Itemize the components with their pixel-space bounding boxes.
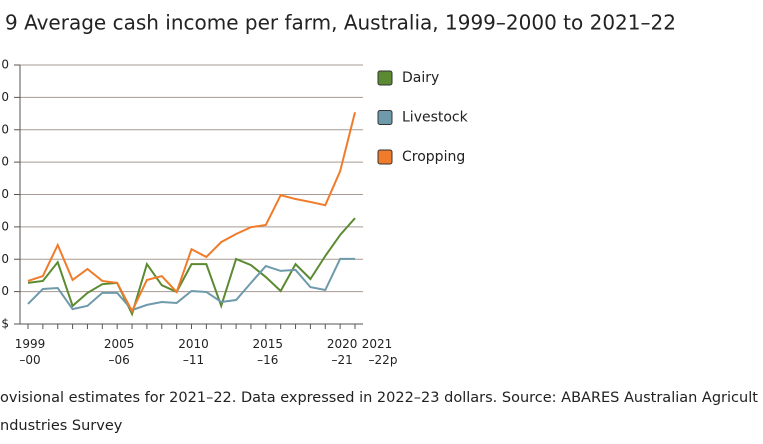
x-tick-label-line: 2005 xyxy=(104,337,135,351)
y-tick-label: $ xyxy=(1,317,9,331)
x-tick-label-line: 1999 xyxy=(15,337,46,351)
y-tick-label: 0 xyxy=(1,219,9,233)
y-tick-label: 0 xyxy=(1,284,9,298)
x-tick-label-line: –21 xyxy=(331,353,352,367)
legend-label: Livestock xyxy=(402,110,469,126)
legend-swatch xyxy=(377,70,393,86)
series-line xyxy=(27,257,355,312)
x-tick-label-line: 2021 xyxy=(362,337,393,351)
x-tick-label: 2005 –06 xyxy=(104,337,135,367)
x-tick-label: 2010 –11 xyxy=(178,337,209,367)
series-line xyxy=(27,112,356,314)
legend-swatch xyxy=(377,149,393,165)
x-tick-label: 2021 –22p xyxy=(362,337,398,367)
y-tick-label: 0 xyxy=(1,252,9,266)
legend-label: Dairy xyxy=(402,70,439,86)
x-tick-label-line: –11 xyxy=(183,353,204,367)
x-tick-label-line: –16 xyxy=(257,353,278,367)
x-tick-label: 2015 –16 xyxy=(253,337,284,367)
y-tick-label: 0 xyxy=(1,187,9,201)
legend-swatch xyxy=(377,110,393,125)
y-tick-label: 0 xyxy=(1,58,9,72)
x-tick-label-line: –22p xyxy=(369,353,398,367)
y-tick-label: 0 xyxy=(1,90,9,104)
x-tick-label-line: 2020 xyxy=(327,337,358,351)
legend-label: Cropping xyxy=(402,149,465,165)
y-tick-label: 0 xyxy=(1,122,9,136)
chart-title: 9 Average cash income per farm, Australi… xyxy=(5,11,676,35)
y-tick-label: 0 xyxy=(1,155,9,169)
footnote: ovisional estimates for 2021–22. Data ex… xyxy=(0,390,758,406)
x-tick-label-line: 2010 xyxy=(178,337,209,351)
x-tick-label-line: –06 xyxy=(109,353,130,367)
x-tick-label-line: 2015 xyxy=(253,337,284,351)
footnote: ndustries Survey xyxy=(0,418,123,434)
x-tick-label: 2020 –21 xyxy=(327,337,358,367)
x-tick-label: 1999 –00 xyxy=(15,337,46,367)
x-tick-label-line: –00 xyxy=(19,353,40,367)
series-line xyxy=(27,217,356,317)
